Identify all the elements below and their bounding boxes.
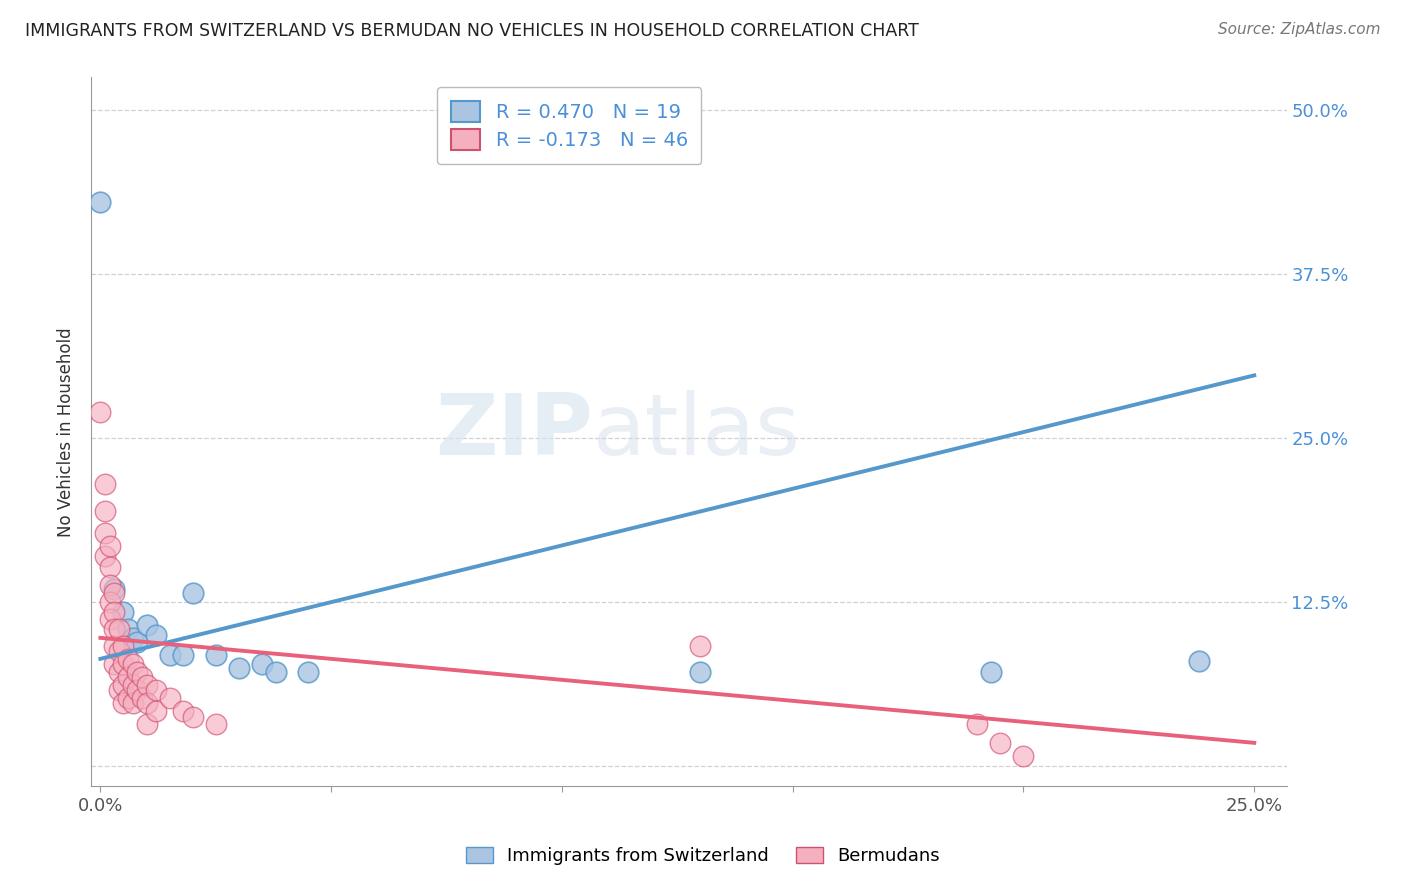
Point bbox=[145, 683, 167, 698]
Point bbox=[264, 665, 287, 679]
Point bbox=[108, 665, 131, 679]
Point bbox=[112, 657, 135, 671]
Point bbox=[172, 704, 194, 718]
Point bbox=[250, 657, 273, 671]
Point bbox=[103, 582, 125, 597]
Point bbox=[1188, 655, 1211, 669]
Point bbox=[94, 477, 117, 491]
Point bbox=[131, 691, 153, 706]
Point bbox=[117, 670, 139, 684]
Point bbox=[103, 586, 125, 600]
Point bbox=[94, 525, 117, 540]
Point bbox=[121, 631, 143, 645]
Legend: Immigrants from Switzerland, Bermudans: Immigrants from Switzerland, Bermudans bbox=[457, 838, 949, 874]
Point bbox=[89, 195, 111, 210]
Point bbox=[121, 697, 143, 711]
Point bbox=[127, 634, 149, 648]
Point bbox=[689, 665, 711, 679]
Point bbox=[98, 612, 121, 626]
Point bbox=[689, 639, 711, 653]
Point bbox=[966, 717, 988, 731]
Point bbox=[127, 683, 149, 698]
Legend: R = 0.470   N = 19, R = -0.173   N = 46: R = 0.470 N = 19, R = -0.173 N = 46 bbox=[437, 87, 702, 163]
Point bbox=[98, 595, 121, 609]
Point bbox=[127, 665, 149, 679]
Text: Source: ZipAtlas.com: Source: ZipAtlas.com bbox=[1218, 22, 1381, 37]
Point bbox=[990, 736, 1012, 750]
Point bbox=[94, 549, 117, 564]
Point bbox=[204, 648, 226, 662]
Point bbox=[117, 652, 139, 666]
Point bbox=[131, 670, 153, 684]
Point bbox=[135, 697, 157, 711]
Point bbox=[121, 678, 143, 692]
Point bbox=[135, 678, 157, 692]
Point bbox=[103, 605, 125, 619]
Point bbox=[159, 691, 181, 706]
Point bbox=[980, 665, 1002, 679]
Point bbox=[112, 697, 135, 711]
Point bbox=[204, 717, 226, 731]
Point bbox=[297, 665, 319, 679]
Point bbox=[117, 622, 139, 636]
Text: atlas: atlas bbox=[593, 391, 801, 474]
Text: ZIP: ZIP bbox=[436, 391, 593, 474]
Point bbox=[98, 578, 121, 592]
Point bbox=[181, 709, 204, 723]
Point bbox=[103, 657, 125, 671]
Point bbox=[117, 691, 139, 706]
Point bbox=[89, 405, 111, 419]
Point bbox=[135, 717, 157, 731]
Y-axis label: No Vehicles in Household: No Vehicles in Household bbox=[58, 327, 75, 537]
Point bbox=[108, 622, 131, 636]
Point bbox=[181, 586, 204, 600]
Point bbox=[112, 678, 135, 692]
Point bbox=[145, 628, 167, 642]
Point bbox=[135, 617, 157, 632]
Point bbox=[108, 683, 131, 698]
Point bbox=[145, 704, 167, 718]
Point bbox=[98, 539, 121, 553]
Text: IMMIGRANTS FROM SWITZERLAND VS BERMUDAN NO VEHICLES IN HOUSEHOLD CORRELATION CHA: IMMIGRANTS FROM SWITZERLAND VS BERMUDAN … bbox=[25, 22, 920, 40]
Point bbox=[98, 560, 121, 574]
Point bbox=[112, 639, 135, 653]
Point bbox=[172, 648, 194, 662]
Point bbox=[112, 605, 135, 619]
Point bbox=[1012, 748, 1035, 763]
Point bbox=[228, 661, 250, 675]
Point bbox=[94, 503, 117, 517]
Point bbox=[159, 648, 181, 662]
Point bbox=[103, 622, 125, 636]
Point bbox=[108, 644, 131, 658]
Point bbox=[121, 657, 143, 671]
Point bbox=[103, 639, 125, 653]
